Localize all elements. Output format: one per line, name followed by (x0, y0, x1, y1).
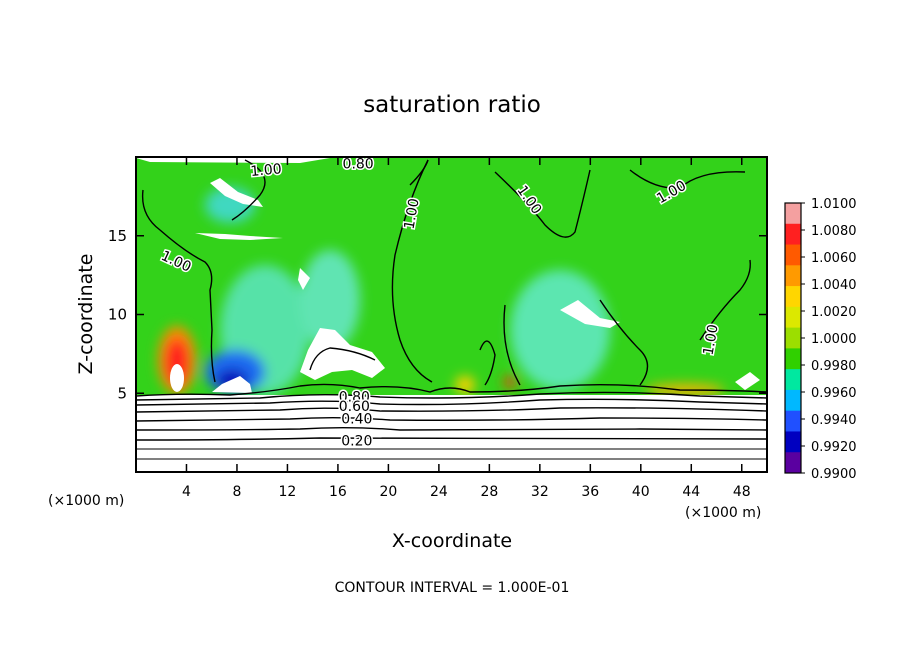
field-cyan-plume (510, 270, 610, 390)
contour-label-text: 0.40 (341, 411, 372, 427)
saturated-patch (210, 178, 263, 207)
contour-line (136, 427, 767, 431)
saturated-patch (136, 158, 330, 163)
contour-line (136, 383, 767, 397)
contour-label: 1.00 (248, 160, 283, 182)
colorbar-swatch (785, 244, 801, 266)
colorbar-swatch (785, 223, 801, 246)
x-tick-label: 32 (531, 484, 549, 500)
colorbar-label: 1.0060 (811, 251, 857, 266)
x-axis-unit-right: (×1000 m) (685, 505, 761, 521)
colorbar-label: 0.9960 (811, 386, 857, 401)
y-tick-label: 5 (117, 384, 127, 402)
contour-interval-note: CONTOUR INTERVAL = 1.000E-01 (335, 580, 570, 596)
y-tick-label: 15 (108, 227, 127, 245)
saturated-patches (136, 158, 760, 393)
contour-line (503, 304, 521, 386)
colorbar-swatch (785, 369, 801, 391)
y-tick-label: 10 (108, 306, 127, 324)
colorbar-swatch (785, 327, 801, 349)
contour-line (136, 437, 767, 441)
contour-line (136, 407, 767, 413)
colorbar-swatch (785, 410, 801, 432)
colorbar-swatch (785, 306, 801, 329)
saturated-patch (735, 372, 760, 390)
x-tick-label: 28 (480, 484, 498, 500)
x-axis-unit-left: (×1000 m) (48, 493, 124, 509)
x-tick-label: 16 (329, 484, 347, 500)
colorbar-swatch (785, 389, 801, 412)
x-tick-label: 4 (182, 484, 191, 500)
contour-line (391, 159, 433, 383)
field-red-patch (504, 376, 516, 388)
x-tick-label: 8 (232, 484, 241, 500)
subsaturated-layer (136, 395, 767, 472)
contour-line (136, 391, 767, 401)
saturated-patch (195, 233, 283, 240)
colorbar-swatch (785, 431, 801, 453)
contour-line (136, 417, 767, 422)
colorbar-label: 1.0040 (811, 278, 857, 293)
contour-lines (136, 159, 767, 460)
saturated-patch (212, 376, 252, 393)
colorbar-swatch (785, 203, 801, 225)
contour-line (136, 398, 767, 406)
contour-label-text: 0.20 (341, 434, 372, 450)
contour-label: 0.80 (341, 156, 375, 174)
colorbar-label: 1.0020 (811, 305, 857, 320)
colorbar-label: 0.9920 (811, 440, 857, 455)
contour-line (629, 169, 746, 189)
contour-label: 0.40 (340, 410, 374, 429)
y-axis-label: Z-coordinate (75, 254, 97, 375)
contour-line (479, 340, 496, 386)
x-tick-label: 44 (682, 484, 700, 500)
x-tick-label: 48 (733, 484, 751, 500)
colorbar-swatch (785, 452, 801, 474)
field-cyan-plume (300, 250, 360, 350)
colorbar-swatch (785, 265, 801, 287)
chart-title: saturation ratio (363, 92, 541, 118)
contour-label-text: 1.00 (250, 161, 282, 180)
colorbar-label: 0.9900 (811, 467, 857, 482)
contour-label-text: 0.80 (339, 389, 370, 405)
colorbar-label: 0.9980 (811, 359, 857, 374)
x-tick-label: 40 (632, 484, 650, 500)
colorbar-label: 1.0000 (811, 332, 857, 347)
colorbar-swatch (785, 348, 801, 370)
contour-line (699, 259, 751, 341)
x-tick-label: 36 (581, 484, 599, 500)
contour-label-text: 0.60 (339, 399, 370, 415)
contour-label-text: 0.80 (343, 156, 374, 172)
contour-label: 0.60 (337, 397, 371, 416)
colorbar-swatch (785, 286, 801, 308)
saturated-patch (300, 328, 385, 380)
saturated-patch (560, 300, 620, 328)
contour-label: 0.80 (337, 388, 371, 407)
contour-line (309, 347, 376, 371)
contour-line (141, 189, 216, 383)
y-axis-ticks: 5 10 15 (108, 227, 767, 402)
colorbar-label: 1.0080 (811, 224, 857, 239)
contour-line (494, 169, 591, 238)
contour-line (599, 299, 649, 386)
x-tick-label: 20 (379, 484, 397, 500)
colorbar-label: 0.9940 (811, 413, 857, 428)
x-tick-label: 24 (430, 484, 448, 500)
plot-area: 1.00 0.801.001.00 1.00 1.001.000.800.600.40… (136, 156, 767, 472)
saturated-core (170, 364, 184, 392)
x-tick-label: 12 (279, 484, 297, 500)
saturated-patch (298, 268, 310, 290)
contour-line (231, 159, 266, 221)
x-axis-ticks: 4 8 12 16 20 24 28 32 36 40 44 48 (182, 157, 751, 500)
colorbar-label: 1.0100 (811, 197, 857, 212)
x-axis-label: X-coordinate (392, 530, 512, 552)
colorbar: 1.0100 1.0080 1.0060 1.0040 1.0020 1.0000 0.99… (784, 197, 857, 482)
contour-label: 0.20 (340, 432, 374, 451)
